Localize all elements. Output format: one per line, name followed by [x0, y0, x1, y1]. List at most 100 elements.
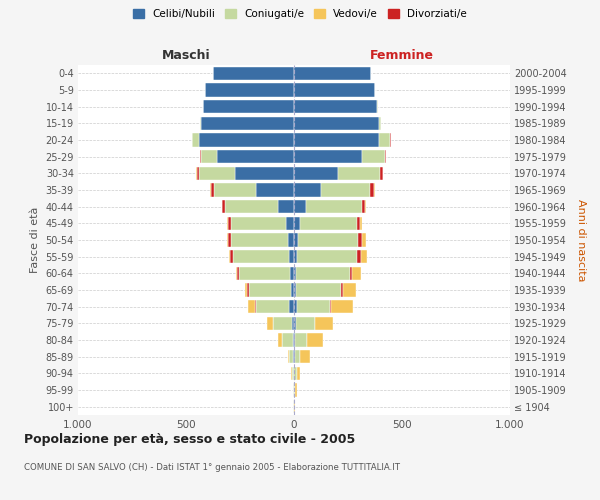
Bar — [236, 266, 237, 280]
Text: COMUNE DI SAN SALVO (CH) - Dati ISTAT 1° gennaio 2005 - Elaborazione TUTTITALIA.: COMUNE DI SAN SALVO (CH) - Dati ISTAT 1°… — [24, 462, 400, 471]
Bar — [294, 166, 338, 180]
Bar — [247, 284, 249, 296]
Bar — [315, 316, 334, 330]
Bar — [245, 284, 247, 296]
Bar — [341, 284, 343, 296]
Bar — [211, 184, 214, 196]
Bar — [293, 384, 294, 396]
Bar — [290, 266, 294, 280]
Text: Maschi: Maschi — [161, 48, 211, 62]
Bar — [298, 234, 358, 246]
Bar — [217, 150, 294, 164]
Bar — [229, 250, 230, 264]
Bar — [294, 350, 295, 364]
Bar — [256, 184, 294, 196]
Bar — [256, 300, 289, 314]
Bar — [231, 234, 288, 246]
Bar — [294, 116, 379, 130]
Bar — [330, 300, 331, 314]
Bar — [237, 266, 239, 280]
Bar — [235, 166, 294, 180]
Bar — [296, 266, 350, 280]
Bar — [289, 250, 294, 264]
Bar — [225, 200, 278, 213]
Bar — [294, 184, 321, 196]
Bar — [295, 350, 300, 364]
Bar — [287, 350, 289, 364]
Y-axis label: Anni di nascita: Anni di nascita — [577, 198, 586, 281]
Bar — [380, 166, 383, 180]
Bar — [283, 334, 293, 346]
Bar — [201, 150, 217, 164]
Bar — [294, 334, 295, 346]
Bar — [296, 284, 341, 296]
Bar — [307, 334, 323, 346]
Bar — [294, 234, 298, 246]
Bar — [193, 134, 199, 146]
Bar — [248, 300, 256, 314]
Bar — [231, 216, 286, 230]
Bar — [300, 350, 310, 364]
Bar — [295, 366, 296, 380]
Bar — [294, 316, 296, 330]
Text: Popolazione per età, sesso e stato civile - 2005: Popolazione per età, sesso e stato civil… — [24, 432, 355, 446]
Bar — [197, 166, 199, 180]
Bar — [358, 234, 362, 246]
Bar — [199, 166, 235, 180]
Bar — [294, 300, 296, 314]
Bar — [331, 300, 353, 314]
Bar — [361, 250, 367, 264]
Bar — [230, 250, 233, 264]
Bar — [296, 366, 301, 380]
Bar — [343, 284, 356, 296]
Bar — [379, 134, 390, 146]
Bar — [379, 116, 381, 130]
Bar — [294, 384, 295, 396]
Bar — [233, 250, 289, 264]
Bar — [222, 200, 225, 213]
Bar — [294, 266, 296, 280]
Bar — [361, 216, 362, 230]
Bar — [200, 150, 201, 164]
Bar — [300, 216, 357, 230]
Bar — [294, 66, 371, 80]
Bar — [292, 284, 294, 296]
Bar — [362, 150, 385, 164]
Bar — [292, 366, 293, 380]
Bar — [278, 334, 283, 346]
Bar — [306, 200, 362, 213]
Bar — [338, 166, 380, 180]
Bar — [350, 266, 352, 280]
Text: Femmine: Femmine — [370, 48, 434, 62]
Bar — [357, 216, 361, 230]
Bar — [296, 316, 314, 330]
Bar — [296, 300, 330, 314]
Bar — [200, 116, 201, 130]
Bar — [321, 184, 370, 196]
Legend: Celibi/Nubili, Coniugati/e, Vedovi/e, Divorziati/e: Celibi/Nubili, Coniugati/e, Vedovi/e, Di… — [129, 5, 471, 24]
Bar — [357, 250, 361, 264]
Bar — [288, 234, 294, 246]
Bar — [227, 234, 231, 246]
Bar — [294, 100, 377, 114]
Bar — [249, 284, 292, 296]
Bar — [362, 234, 366, 246]
Bar — [294, 134, 379, 146]
Bar — [294, 84, 375, 96]
Bar — [385, 150, 386, 164]
Bar — [213, 66, 294, 80]
Bar — [286, 216, 294, 230]
Bar — [295, 334, 307, 346]
Bar — [268, 316, 274, 330]
Bar — [294, 250, 296, 264]
Bar — [199, 134, 294, 146]
Bar — [278, 200, 294, 213]
Bar — [352, 266, 361, 280]
Bar — [205, 84, 294, 96]
Bar — [201, 116, 294, 130]
Bar — [289, 350, 293, 364]
Bar — [294, 200, 306, 213]
Bar — [203, 100, 294, 114]
Bar — [365, 200, 366, 213]
Bar — [227, 216, 228, 230]
